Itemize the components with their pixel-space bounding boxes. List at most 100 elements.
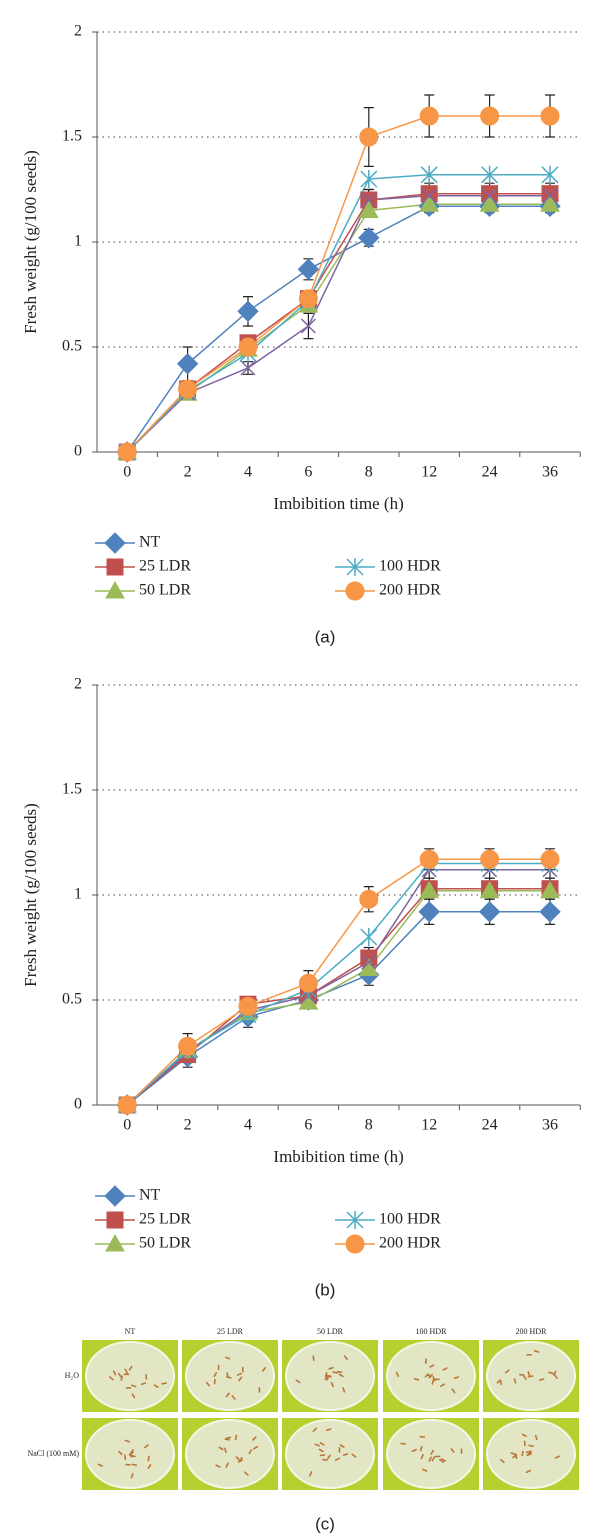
seed	[521, 1450, 524, 1457]
x-tick-label: 4	[244, 464, 252, 481]
series-line	[126, 195, 550, 453]
seed	[431, 1379, 435, 1385]
seed	[235, 1456, 240, 1461]
seed	[515, 1453, 518, 1460]
seed	[130, 1448, 134, 1454]
x-axis-title: Imbibition time (h)	[273, 1147, 403, 1166]
series-line	[126, 887, 550, 1106]
seed	[205, 1381, 210, 1387]
marker	[238, 337, 258, 357]
seed	[332, 1371, 338, 1374]
marker	[358, 227, 380, 249]
marker	[359, 889, 379, 909]
series-line	[126, 205, 550, 453]
seed	[432, 1376, 436, 1382]
marker	[540, 849, 560, 869]
y-tick-label: 2	[74, 23, 82, 40]
seed	[553, 1370, 557, 1376]
seed	[413, 1378, 420, 1381]
seed	[548, 1371, 554, 1375]
petri-dish	[185, 1419, 275, 1489]
seed	[528, 1444, 534, 1447]
marker	[240, 360, 256, 376]
y-tick-label: 0.5	[62, 338, 82, 355]
legend-label: 50 LDR	[139, 582, 191, 599]
marker	[178, 379, 198, 399]
seed	[430, 1449, 435, 1455]
seed	[226, 1375, 232, 1379]
marker	[105, 580, 125, 599]
seed	[225, 1462, 229, 1468]
x-tick-label: 2	[184, 1117, 192, 1134]
seed	[314, 1443, 320, 1447]
seed	[147, 1455, 150, 1462]
seed	[318, 1448, 324, 1453]
x-tick-label: 24	[482, 464, 498, 481]
seed	[140, 1382, 147, 1386]
seed	[253, 1445, 259, 1450]
legend-label: 50 LDR	[139, 1235, 191, 1252]
marker	[117, 1095, 137, 1115]
seed	[342, 1387, 346, 1393]
series-line	[126, 890, 550, 1106]
seed	[236, 1372, 243, 1376]
seed	[328, 1366, 334, 1370]
seed	[97, 1463, 103, 1467]
column-header: 200 HDR	[516, 1327, 548, 1336]
seed	[522, 1375, 527, 1380]
seed	[426, 1373, 432, 1378]
seed	[342, 1453, 349, 1456]
marker	[478, 901, 501, 923]
seed	[533, 1350, 540, 1353]
seed	[510, 1452, 516, 1456]
seed	[419, 1445, 423, 1452]
seed	[124, 1439, 130, 1443]
seed	[312, 1427, 317, 1433]
marker	[106, 558, 124, 576]
legend-label: 100 HDR	[379, 558, 441, 575]
series-line	[126, 203, 550, 453]
x-tick-label: 6	[304, 1117, 312, 1134]
x-tick-label: 12	[421, 464, 437, 481]
marker	[297, 258, 320, 281]
marker	[480, 849, 500, 869]
seed	[324, 1375, 329, 1381]
marker	[346, 558, 364, 576]
marker	[345, 1234, 365, 1254]
seed	[124, 1368, 128, 1374]
seed	[131, 1384, 137, 1388]
petri-dish	[185, 1341, 275, 1411]
seed	[225, 1436, 232, 1440]
seed	[336, 1370, 343, 1374]
marker	[237, 300, 259, 323]
seed	[439, 1458, 444, 1463]
row-label: H₂O	[65, 1371, 80, 1380]
seed	[420, 1453, 424, 1460]
x-tick-label: 0	[123, 1117, 131, 1134]
marker	[539, 901, 561, 923]
seed	[225, 1392, 230, 1398]
series-line	[126, 174, 550, 453]
marker	[358, 200, 379, 218]
series-line	[126, 192, 550, 453]
seed	[248, 1449, 253, 1455]
seed	[153, 1384, 159, 1389]
marker	[540, 106, 560, 126]
seed	[261, 1367, 267, 1372]
seed	[428, 1456, 432, 1462]
marker	[361, 192, 377, 208]
seed	[238, 1376, 243, 1382]
seed	[295, 1379, 301, 1384]
y-axis-title: Fresh weight (g/100 seeds)	[21, 150, 40, 334]
seed	[527, 1371, 531, 1377]
marker	[541, 165, 559, 184]
x-tick-label: 36	[542, 464, 558, 481]
marker	[360, 928, 378, 946]
seed	[429, 1364, 435, 1368]
marker	[298, 289, 318, 309]
seed	[312, 1355, 315, 1361]
seed	[128, 1451, 134, 1456]
seed	[118, 1450, 123, 1456]
x-tick-label: 8	[365, 464, 373, 481]
